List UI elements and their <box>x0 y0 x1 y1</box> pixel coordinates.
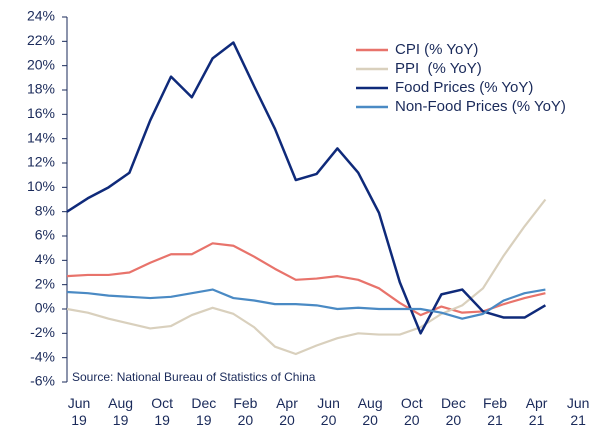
x-tick-label: Feb 21 <box>482 395 508 428</box>
y-tick-label: 4% <box>35 251 55 267</box>
x-tick-label: Aug 20 <box>357 395 383 428</box>
x-tick-label: Apr 21 <box>525 395 548 428</box>
y-tick-label: 0% <box>35 300 55 316</box>
y-tick-label: 2% <box>35 275 55 291</box>
y-tick-label: 24% <box>27 8 55 24</box>
series-line <box>66 242 546 317</box>
y-tick-label: 16% <box>27 105 55 121</box>
y-tick-label: -2% <box>30 324 55 340</box>
y-tick-label: 14% <box>27 129 55 145</box>
x-tick-label: Oct 19 <box>151 395 174 428</box>
x-tick-label: Dec 19 <box>191 395 217 428</box>
x-tick-label: Dec 20 <box>440 395 466 428</box>
y-tick-label: 8% <box>35 202 55 218</box>
series-line <box>66 198 547 356</box>
x-tick-label: Jun 20 <box>317 395 340 428</box>
y-tick-label: -6% <box>30 373 55 389</box>
series-line <box>66 41 547 335</box>
x-tick-label: Jun 21 <box>566 395 590 428</box>
y-tick-label: 22% <box>27 32 55 48</box>
legend-label: Food Prices (% YoY) <box>395 79 533 96</box>
x-tick-label: Oct 20 <box>400 395 423 428</box>
legend-label: CPI (% YoY) <box>395 41 478 58</box>
y-tick-label: 10% <box>27 178 55 194</box>
source-note: Source: National Bureau of Statistics of… <box>72 370 316 384</box>
x-tick-label: Aug 19 <box>108 395 134 428</box>
series-line <box>66 288 546 320</box>
x-tick-label: Apr 20 <box>276 395 298 428</box>
y-tick-label: 18% <box>27 81 55 97</box>
y-tick-label: 6% <box>35 227 55 243</box>
x-tick-label: Feb 20 <box>233 395 258 428</box>
x-tick-label: Jun 19 <box>67 395 91 428</box>
legend-label: Non-Food Prices (% YoY) <box>395 98 566 115</box>
y-tick-label: 12% <box>27 154 55 170</box>
y-tick-label: 20% <box>27 56 55 72</box>
legend-label: PPI (% YoY) <box>395 60 482 77</box>
y-tick-label: -4% <box>30 348 55 364</box>
